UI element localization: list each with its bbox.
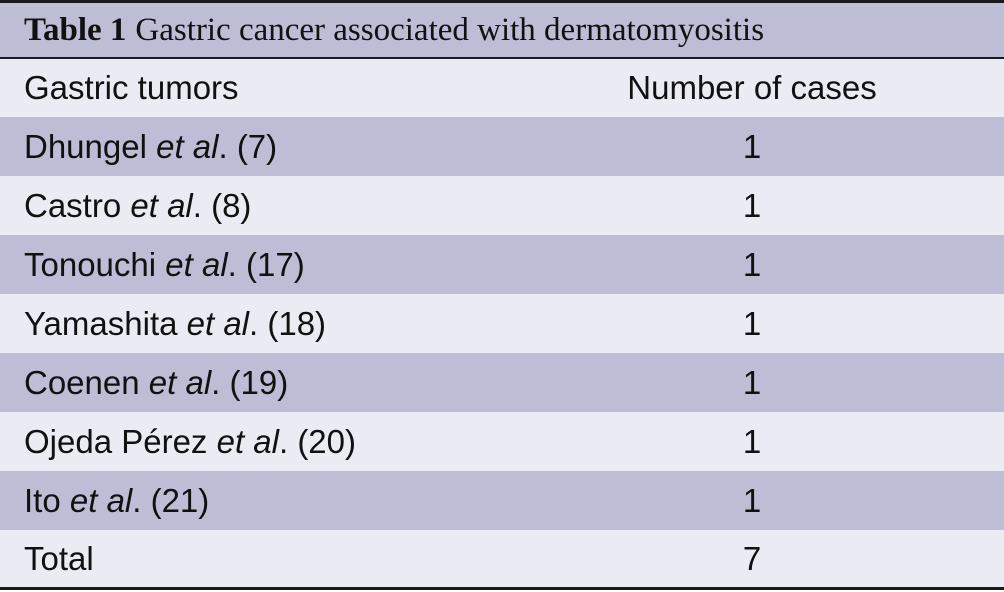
study-et-al: et al — [216, 422, 279, 460]
table-row: Castro et al. (8) 1 — [0, 176, 1004, 235]
study-reference: . (20) — [278, 422, 357, 460]
study-author: Ito — [24, 481, 61, 519]
study-author: Tonouchi — [24, 245, 157, 283]
study-et-al: et al — [130, 186, 193, 224]
study-et-al: et al — [186, 304, 250, 342]
study-et-al: et al — [156, 127, 219, 165]
table-caption-title: Gastric cancer associated with dermatomy… — [135, 11, 765, 48]
case-count: 1 — [742, 186, 762, 224]
study-et-al: et al — [165, 245, 228, 283]
case-count: 1 — [742, 363, 762, 401]
study-citation: Castro et al. (8) — [0, 187, 500, 225]
table-row: Yamashita et al. (18) 1 — [0, 294, 1004, 353]
study-reference: . (8) — [192, 186, 252, 224]
table-header-row: Gastric tumors Number of cases — [0, 57, 1004, 117]
total-cases: 7 — [742, 539, 762, 577]
study-author: Castro — [24, 186, 122, 224]
case-count: 1 — [742, 127, 762, 165]
column-header-gastric-tumors: Gastric tumors — [24, 69, 239, 106]
study-author: Coenen — [24, 363, 140, 401]
study-citation: Ojeda Pérez et al. (20) — [0, 423, 500, 461]
study-reference: . (21) — [132, 481, 210, 519]
study-citation: Dhungel et al. (7) — [0, 128, 500, 166]
table-total-row: Total 7 — [0, 530, 1004, 590]
study-citation: Ito et al. (21) — [0, 482, 500, 520]
study-citation: Yamashita et al. (18) — [0, 305, 500, 343]
study-citation: Tonouchi et al. (17) — [0, 246, 500, 284]
study-reference: . (17) — [227, 245, 305, 283]
study-author: Ojeda Pérez — [24, 422, 208, 460]
study-et-al: et al — [148, 363, 212, 401]
study-author: Dhungel — [24, 127, 147, 165]
study-author: Yamashita — [24, 304, 178, 342]
study-et-al: et al — [69, 481, 133, 519]
table-row: Dhungel et al. (7) 1 — [0, 117, 1004, 176]
study-reference: . (7) — [218, 127, 278, 165]
table-caption-label: Table 1 — [24, 11, 127, 48]
total-label: Total — [24, 539, 94, 577]
table-row: Tonouchi et al. (17) 1 — [0, 235, 1004, 294]
case-count: 1 — [742, 481, 762, 519]
column-header-number-of-cases: Number of cases — [627, 69, 877, 106]
case-count: 1 — [742, 245, 762, 283]
study-reference: . (18) — [249, 304, 327, 342]
case-count: 1 — [742, 422, 762, 460]
case-count: 1 — [742, 304, 762, 342]
table-caption: Table 1 Gastric cancer associated with d… — [0, 0, 1004, 57]
table-row: Ojeda Pérez et al. (20) 1 — [0, 412, 1004, 471]
study-citation: Coenen et al. (19) — [0, 364, 500, 402]
table-row: Ito et al. (21) 1 — [0, 471, 1004, 530]
study-reference: . (19) — [211, 363, 289, 401]
table-row: Coenen et al. (19) 1 — [0, 353, 1004, 412]
